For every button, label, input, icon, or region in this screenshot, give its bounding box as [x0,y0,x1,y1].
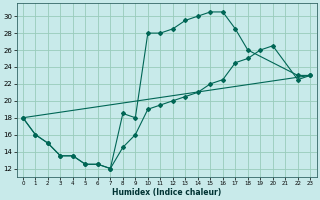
X-axis label: Humidex (Indice chaleur): Humidex (Indice chaleur) [112,188,221,197]
